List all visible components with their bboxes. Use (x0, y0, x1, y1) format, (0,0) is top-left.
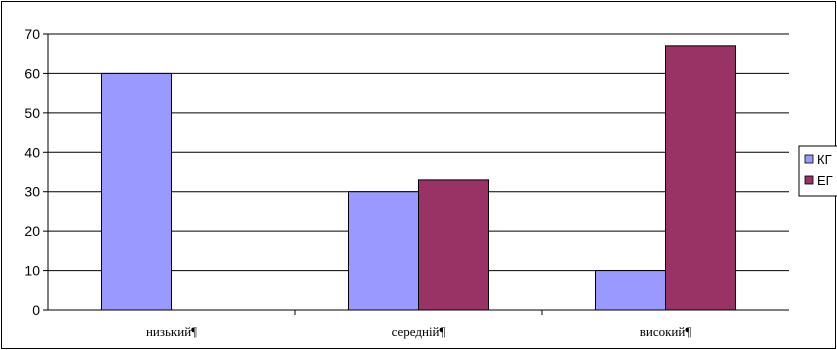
y-tick-label: 10 (24, 263, 40, 279)
legend-swatch-eg (804, 175, 814, 185)
bar-eg (665, 45, 736, 311)
y-tick-label: 70 (24, 26, 40, 42)
axes (43, 33, 789, 315)
y-tick-label: 50 (24, 105, 40, 121)
category-label: високий¶ (640, 324, 692, 339)
category-label: середній¶ (392, 324, 446, 339)
bar-kg (595, 270, 666, 311)
bar-kg (348, 191, 419, 311)
legend-label-kg: КГ (817, 152, 832, 167)
legend-label-eg: ЕГ (817, 173, 833, 188)
y-tick-labels: 0 10 20 30 40 50 60 70 (24, 26, 40, 318)
y-tick-label: 30 (24, 184, 40, 200)
y-tick-label: 0 (32, 302, 40, 318)
legend-swatch-kg (804, 154, 814, 164)
y-tick-label: 20 (24, 223, 40, 239)
y-tick-label: 60 (24, 65, 40, 81)
category-label: низький¶ (146, 324, 197, 339)
y-tick-label: 40 (24, 144, 40, 160)
bars (101, 45, 736, 311)
bar-kg (101, 72, 172, 311)
category-labels: низький¶ середній¶ високий¶ (146, 324, 691, 339)
legend: КГ ЕГ (798, 145, 837, 197)
bar-eg (418, 179, 489, 311)
legend-box (798, 145, 837, 197)
